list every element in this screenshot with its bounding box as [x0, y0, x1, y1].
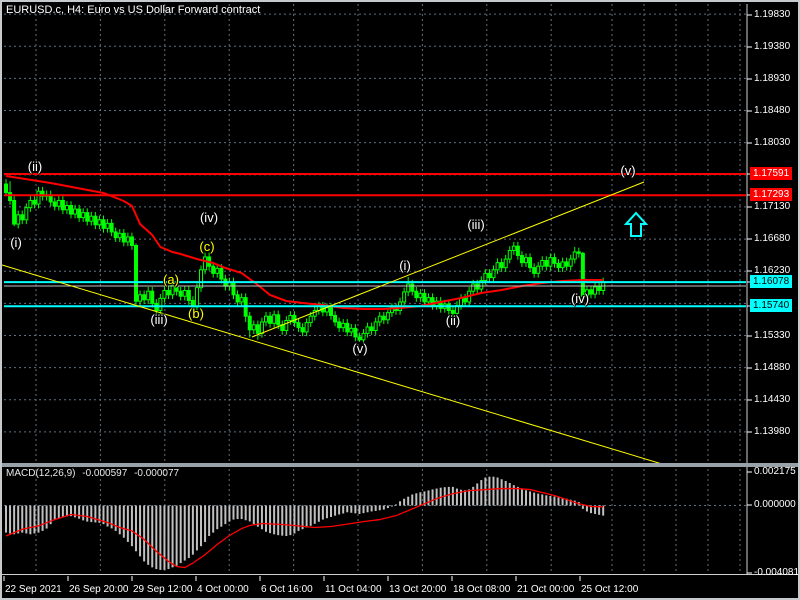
- price-axis-label: 1.19380: [754, 41, 791, 52]
- wave-label[interactable]: (c): [199, 239, 215, 254]
- chart-title: EURUSD.c, H4: Euro vs US Dollar Forward …: [6, 4, 261, 16]
- time-axis-label: 18 Oct 08:00: [453, 584, 511, 595]
- time-axis-label: 11 Oct 04:00: [325, 584, 382, 595]
- macd-axis-label: 0.000000: [754, 499, 796, 510]
- axis-ticks: [3, 14, 752, 581]
- price-axis-label: 1.16230: [754, 265, 791, 276]
- price-axis-label: 1.17130: [754, 201, 791, 212]
- indicator-label: MACD(12,26,9) -0.000597 -0.000077: [6, 468, 183, 480]
- time-axis-label: 29 Sep 12:00: [133, 584, 193, 595]
- wave-label[interactable]: (iv): [570, 291, 590, 306]
- price-axis-label: 1.18930: [754, 73, 791, 84]
- wave-label[interactable]: (v): [352, 341, 368, 356]
- indicator-value-main: -0.000597: [82, 468, 128, 479]
- price-axis-label: 1.16680: [754, 233, 791, 244]
- wave-label[interactable]: (iii): [467, 217, 485, 232]
- price-axis-label: 1.13980: [754, 426, 791, 437]
- time-axis-label: 26 Sep 20:00: [69, 584, 129, 595]
- pane-separator[interactable]: [2, 463, 798, 467]
- wave-label[interactable]: (i): [10, 235, 22, 250]
- candles: [4, 179, 606, 345]
- macd-signal-line: [5, 487, 604, 569]
- wave-label[interactable]: (iii): [150, 312, 168, 327]
- price-line-badge: 1.15740: [750, 299, 793, 312]
- time-axis-label: 25 Oct 12:00: [581, 584, 639, 595]
- wave-label[interactable]: (v): [620, 163, 636, 178]
- time-axis-separator: [2, 574, 798, 575]
- price-axis-label: 1.19830: [754, 9, 791, 20]
- time-axis-label: 4 Oct 00:00: [197, 584, 249, 595]
- price-axis-label: 1.18480: [754, 105, 791, 116]
- macd-axis-label: 0.002175: [754, 466, 796, 477]
- wave-label[interactable]: (ii): [445, 313, 461, 328]
- time-axis-label: 22 Sep 2021: [5, 584, 62, 595]
- time-axis-label: 6 Oct 16:00: [261, 584, 313, 595]
- price-line-badge: 1.16078: [750, 275, 793, 288]
- indicator-value-signal: -0.000077: [134, 468, 180, 479]
- grid: [4, 4, 746, 574]
- time-axis-label: 13 Oct 20:00: [389, 584, 447, 595]
- wave-label[interactable]: (b): [188, 306, 204, 321]
- wave-label[interactable]: (a): [163, 272, 179, 287]
- trendline[interactable]: [251, 181, 645, 338]
- price-line-badge: 1.17293: [750, 188, 793, 201]
- price-axis-label: 1.14880: [754, 362, 791, 373]
- up-arrow-icon[interactable]: [623, 211, 649, 237]
- price-axis-label: 1.15330: [754, 330, 791, 341]
- macd-histogram: [5, 476, 605, 570]
- wave-label[interactable]: (i): [399, 258, 411, 273]
- price-axis-label: 1.14430: [754, 394, 791, 405]
- wave-label[interactable]: (ii): [27, 159, 43, 174]
- indicator-name: MACD(12,26,9): [6, 468, 76, 479]
- price-axis-label: 1.18030: [754, 137, 791, 148]
- time-axis-label: 21 Oct 00:00: [517, 584, 575, 595]
- ma-line: [5, 175, 604, 310]
- price-line-badge: 1.17591: [750, 167, 793, 180]
- trendline[interactable]: [2, 264, 663, 465]
- wave-label[interactable]: (iv): [199, 210, 219, 225]
- macd-axis-label: -0.004081: [754, 567, 800, 578]
